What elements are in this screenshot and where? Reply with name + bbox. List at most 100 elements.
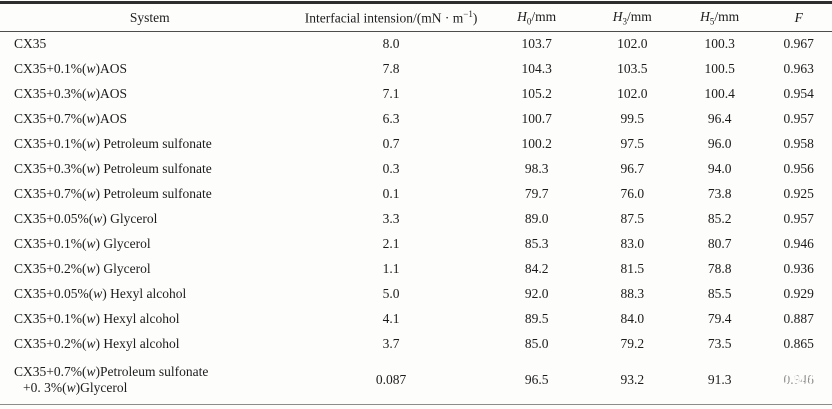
col-header-h5: H5/mm bbox=[673, 2, 766, 32]
system-name-line1: CX35+0.7%(w)Petroleum sulfonate bbox=[14, 364, 209, 380]
h0-cell: 92.0 bbox=[524, 286, 549, 301]
table-row: CX35+0.7%(w)AOS 6.3 100.7 99.5 96.4 0.95… bbox=[0, 107, 832, 132]
h0-cell: 85.0 bbox=[524, 336, 549, 351]
h0-cell: 100.2 bbox=[521, 136, 552, 151]
h0-cell: 104.3 bbox=[521, 61, 552, 76]
f-cell: 0.887 bbox=[783, 311, 814, 326]
system-name-line1: CX35+0.1%(w) Petroleum sulfonate bbox=[14, 136, 212, 151]
col-header-h3: H3/mm bbox=[590, 2, 674, 32]
h3-unit: /mm bbox=[627, 8, 652, 24]
system-cell: CX35+0.1%(w) Petroleum sulfonate bbox=[0, 132, 300, 157]
table-row: CX35+0.7%(w)Petroleum sulfonate +0. 3%(w… bbox=[0, 357, 832, 405]
col-header-interfacial-intension: Interfacial intension/(mN · m−1) bbox=[299, 2, 483, 32]
h0-cell: 89.5 bbox=[524, 311, 549, 326]
interfacial-intension-cell: 0.7 bbox=[382, 136, 400, 151]
system-cell: CX35+0.7%(w)Petroleum sulfonate +0. 3%(w… bbox=[0, 357, 300, 405]
h5-cell: 91.3 bbox=[707, 372, 732, 388]
h0-cell: 100.7 bbox=[521, 111, 552, 126]
interfacial-intension-cell: 0.087 bbox=[375, 372, 407, 388]
table-row: CX35+0.05%(w) Hexyl alcohol 5.0 92.0 88.… bbox=[0, 282, 832, 307]
system-cell: CX35+0.2%(w) Hexyl alcohol bbox=[0, 332, 300, 357]
h5-cell: 94.0 bbox=[707, 161, 732, 176]
h3-cell: 97.5 bbox=[620, 136, 645, 151]
system-name-line1: CX35+0.3%(w)AOS bbox=[14, 86, 128, 101]
table-row: CX35+0.05%(w) Glycerol 3.3 89.0 87.5 85.… bbox=[0, 207, 832, 232]
system-name-line1: CX35+0.2%(w) Glycerol bbox=[14, 261, 151, 276]
h5-unit: /mm bbox=[714, 8, 740, 24]
col-header-system: System bbox=[0, 2, 300, 32]
h3-subscript: 3 bbox=[622, 16, 628, 27]
system-name-line2: +0. 3%(w)Glycerol bbox=[23, 380, 128, 396]
h0-cell: 96.5 bbox=[524, 372, 549, 388]
f-cell: 0.929 bbox=[783, 286, 814, 301]
h3-cell: 87.5 bbox=[620, 211, 645, 226]
system-name-line1: CX35 bbox=[14, 36, 47, 52]
f-cell: 0.954 bbox=[783, 86, 814, 101]
h3-cell: 96.7 bbox=[620, 161, 645, 176]
system-name-line1: CX35+0.05%(w) Glycerol bbox=[14, 211, 158, 226]
f-cell: 0.957 bbox=[783, 211, 814, 226]
interfacial-intension-cell: 4.1 bbox=[382, 311, 400, 326]
interfacial-intension-cell: 6.3 bbox=[382, 111, 400, 126]
interfacial-intension-cell: 0.3 bbox=[382, 161, 400, 176]
table-row: CX35+0.1%(w) Hexyl alcohol 4.1 89.5 84.0… bbox=[0, 307, 832, 332]
system-cell: CX35+0.2%(w) Glycerol bbox=[0, 257, 300, 282]
h5-symbol: H bbox=[700, 8, 710, 24]
f-cell: 0.963 bbox=[783, 61, 814, 76]
system-cell: CX35+0.05%(w) Hexyl alcohol bbox=[0, 282, 300, 307]
table-body: CX35 8.0 103.7 102.0 100.3 0.967 CX35+0.… bbox=[0, 32, 832, 405]
col-header-f: F bbox=[765, 2, 832, 32]
table-row: CX35+0.1%(w) Glycerol 2.1 85.3 83.0 80.7… bbox=[0, 232, 832, 257]
system-cell: CX35+0.3%(w)AOS bbox=[0, 82, 300, 107]
system-name-line1: CX35+0.7%(w)AOS bbox=[14, 111, 128, 126]
h0-cell: 105.2 bbox=[521, 86, 552, 101]
interfacial-exponent: −1 bbox=[463, 8, 473, 19]
f-cell: 0.936 bbox=[783, 261, 814, 276]
interfacial-intension-cell: 3.7 bbox=[382, 336, 400, 351]
h0-cell: 103.7 bbox=[521, 36, 552, 52]
h5-cell: 79.4 bbox=[707, 311, 732, 326]
h0-cell: 79.7 bbox=[524, 186, 549, 201]
table-row: CX35+0.3%(w)AOS 7.1 105.2 102.0 100.4 0.… bbox=[0, 82, 832, 107]
col-header-h0: H0/mm bbox=[482, 2, 591, 32]
system-name-line1: CX35+0.7%(w) Petroleum sulfonate bbox=[14, 186, 212, 201]
f-cell: 0.967 bbox=[783, 36, 814, 52]
interfacial-intension-cell: 5.0 bbox=[382, 286, 400, 301]
system-cell: CX35+0.7%(w) Petroleum sulfonate bbox=[0, 182, 300, 207]
h3-cell: 83.0 bbox=[620, 236, 645, 251]
table-row: CX35+0.7%(w) Petroleum sulfonate 0.1 79.… bbox=[0, 182, 832, 207]
system-cell: CX35+0.1%(w) Glycerol bbox=[0, 232, 300, 257]
interfacial-intension-cell: 7.1 bbox=[382, 86, 400, 101]
f-cell: 0.958 bbox=[783, 136, 814, 151]
f-cell: 0.925 bbox=[783, 186, 814, 201]
f-cell: 0.946 bbox=[765, 357, 832, 405]
system-name-line1: CX35+0.1%(w) Glycerol bbox=[14, 236, 151, 251]
f-symbol: F bbox=[794, 9, 803, 25]
interfacial-intension-cell: 2.1 bbox=[382, 236, 400, 251]
h3-cell: 99.5 bbox=[620, 111, 645, 126]
interfacial-label: Interfacial intension/(mN · m bbox=[304, 10, 464, 26]
system-name-line1: CX35+0.3%(w) Petroleum sulfonate bbox=[14, 161, 212, 176]
h5-cell: 100.4 bbox=[704, 86, 735, 101]
system-cell: CX35+0.1%(w) Hexyl alcohol bbox=[0, 307, 300, 332]
h5-cell: 100.3 bbox=[704, 36, 735, 52]
h0-unit: /mm bbox=[531, 8, 557, 24]
h5-cell: 85.5 bbox=[707, 286, 732, 301]
system-name-line1: CX35+0.1%(w)AOS bbox=[14, 61, 128, 76]
h3-cell: 88.3 bbox=[620, 286, 645, 301]
table-row: CX35+0.1%(w)AOS 7.8 104.3 103.5 100.5 0.… bbox=[0, 57, 832, 82]
system-name-line1: CX35+0.05%(w) Hexyl alcohol bbox=[14, 286, 187, 301]
h5-cell: 96.4 bbox=[707, 111, 732, 126]
interfacial-intension-cell: 7.8 bbox=[382, 61, 400, 76]
system-cell: CX35 bbox=[0, 32, 300, 57]
f-cell: 0.946 bbox=[783, 236, 814, 251]
table-row: CX35+0.2%(w) Glycerol 1.1 84.2 81.5 78.8… bbox=[0, 257, 832, 282]
h5-cell: 80.7 bbox=[707, 236, 732, 251]
table-row: CX35+0.3%(w) Petroleum sulfonate 0.3 98.… bbox=[0, 157, 832, 182]
system-name-line1: CX35+0.1%(w) Hexyl alcohol bbox=[14, 311, 180, 326]
interfacial-intension-cell: 8.0 bbox=[382, 36, 400, 52]
h3-cell: 93.2 bbox=[620, 372, 645, 388]
h5-subscript: 5 bbox=[709, 16, 715, 27]
